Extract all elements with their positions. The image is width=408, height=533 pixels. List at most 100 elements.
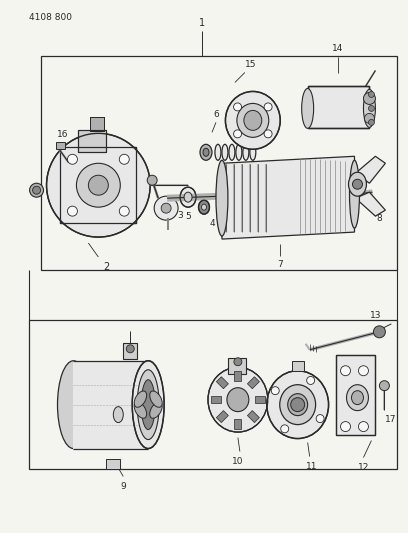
Text: 11: 11 — [306, 462, 317, 471]
Circle shape — [76, 163, 120, 207]
Bar — [123, 343, 137, 359]
Bar — [78, 131, 106, 152]
Text: 13: 13 — [370, 311, 381, 320]
Circle shape — [33, 186, 40, 194]
Ellipse shape — [180, 187, 196, 207]
Circle shape — [364, 92, 375, 104]
Polygon shape — [216, 377, 228, 389]
Bar — [91, 117, 104, 131]
Ellipse shape — [216, 160, 228, 236]
Ellipse shape — [226, 92, 280, 149]
Ellipse shape — [280, 385, 316, 425]
Ellipse shape — [227, 387, 249, 411]
Polygon shape — [222, 156, 355, 239]
Polygon shape — [355, 192, 386, 216]
Ellipse shape — [215, 144, 221, 160]
Circle shape — [271, 386, 279, 394]
Circle shape — [341, 366, 350, 376]
Polygon shape — [255, 396, 265, 403]
Bar — [55, 142, 65, 149]
Text: 15: 15 — [245, 60, 257, 69]
Text: 12: 12 — [358, 463, 369, 472]
Circle shape — [264, 130, 272, 138]
Circle shape — [359, 422, 368, 432]
Ellipse shape — [364, 90, 375, 127]
Ellipse shape — [227, 164, 247, 232]
Circle shape — [161, 203, 171, 213]
Ellipse shape — [229, 144, 235, 160]
Bar — [60, 147, 136, 223]
Bar — [228, 358, 246, 374]
Text: 8: 8 — [377, 214, 382, 223]
Polygon shape — [235, 418, 242, 429]
Text: 4108 800: 4108 800 — [29, 13, 71, 22]
Polygon shape — [73, 361, 148, 449]
Ellipse shape — [30, 183, 44, 197]
Ellipse shape — [283, 164, 303, 232]
Circle shape — [233, 103, 242, 111]
Bar — [292, 361, 304, 371]
Bar — [335, 355, 375, 434]
Ellipse shape — [203, 148, 209, 156]
Text: 4: 4 — [209, 219, 215, 228]
Ellipse shape — [244, 110, 262, 131]
Ellipse shape — [202, 204, 206, 210]
Bar — [78, 131, 106, 152]
Text: 2: 2 — [103, 262, 109, 272]
Circle shape — [119, 206, 129, 216]
Ellipse shape — [113, 407, 123, 423]
Ellipse shape — [302, 88, 314, 128]
Circle shape — [368, 119, 375, 125]
Bar — [60, 147, 136, 223]
Bar — [308, 86, 369, 128]
Ellipse shape — [350, 160, 359, 228]
Circle shape — [379, 381, 389, 391]
Circle shape — [373, 326, 386, 338]
Circle shape — [291, 398, 305, 411]
Bar — [308, 86, 369, 128]
Polygon shape — [216, 410, 228, 423]
Polygon shape — [247, 410, 259, 423]
Circle shape — [353, 179, 362, 189]
Text: 3: 3 — [177, 211, 183, 220]
Circle shape — [359, 366, 368, 376]
Ellipse shape — [199, 200, 209, 214]
Ellipse shape — [134, 402, 146, 418]
Circle shape — [307, 376, 315, 384]
Circle shape — [47, 133, 150, 237]
Bar — [29, 320, 397, 470]
Circle shape — [67, 154, 78, 164]
Circle shape — [364, 114, 375, 123]
Ellipse shape — [200, 144, 212, 160]
Ellipse shape — [346, 385, 368, 410]
Circle shape — [119, 154, 129, 164]
Bar — [106, 459, 120, 470]
Text: 10: 10 — [232, 457, 244, 466]
Circle shape — [281, 425, 289, 433]
Bar — [40, 55, 397, 270]
Ellipse shape — [141, 379, 155, 430]
Polygon shape — [247, 377, 259, 389]
Circle shape — [233, 130, 242, 138]
Ellipse shape — [184, 192, 192, 202]
Ellipse shape — [134, 391, 146, 407]
Circle shape — [234, 358, 242, 366]
Circle shape — [126, 345, 134, 353]
Ellipse shape — [250, 144, 256, 160]
Ellipse shape — [150, 402, 162, 418]
Text: 17: 17 — [385, 415, 396, 424]
Ellipse shape — [267, 371, 328, 439]
Text: 7: 7 — [277, 260, 283, 269]
Ellipse shape — [352, 391, 364, 405]
Ellipse shape — [348, 172, 366, 196]
Circle shape — [89, 175, 109, 195]
Ellipse shape — [137, 370, 159, 440]
Ellipse shape — [58, 361, 89, 449]
Bar — [91, 117, 104, 131]
Text: 6: 6 — [213, 110, 219, 119]
Ellipse shape — [132, 361, 164, 449]
Circle shape — [316, 415, 324, 423]
Text: 9: 9 — [120, 482, 126, 491]
Text: 14: 14 — [332, 44, 343, 53]
Ellipse shape — [150, 391, 162, 407]
